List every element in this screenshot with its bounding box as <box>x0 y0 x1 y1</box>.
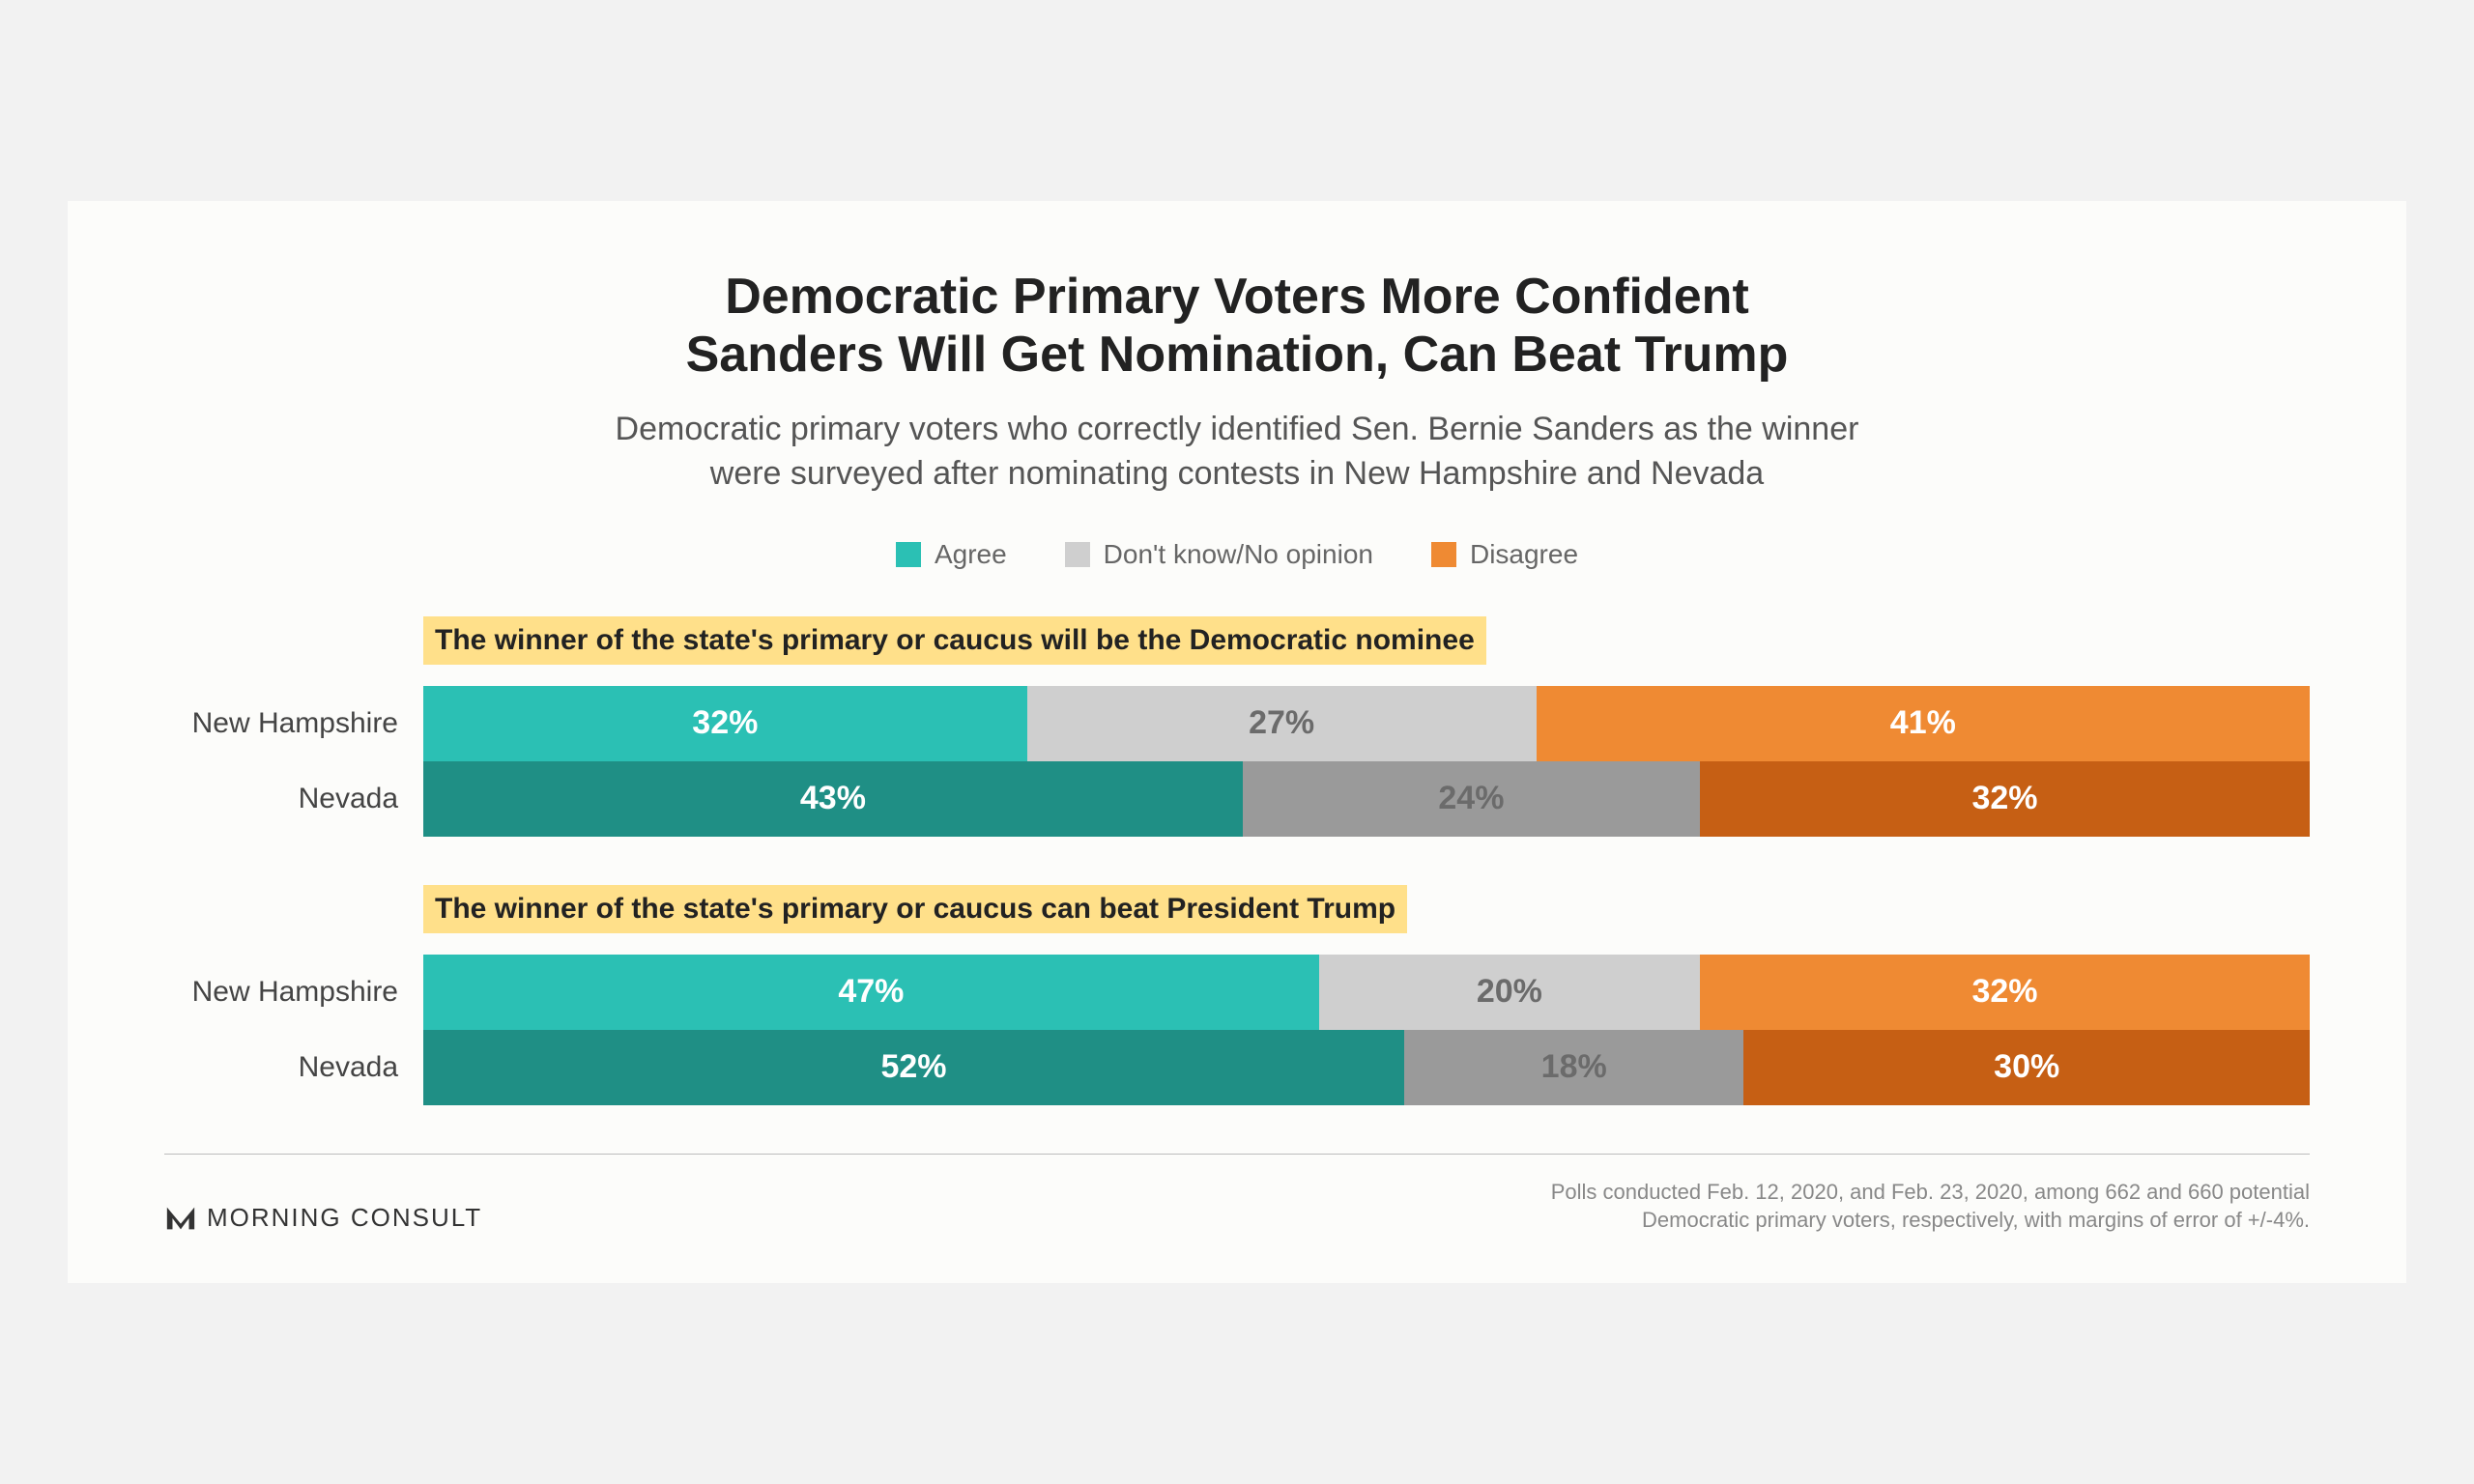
group-label: The winner of the state's primary or cau… <box>423 616 1486 665</box>
stacked-bar: 47%20%32% <box>423 955 2310 1030</box>
swatch-disagree <box>1431 542 1456 567</box>
legend-label-agree: Agree <box>935 539 1007 570</box>
seg-agree: 32% <box>423 686 1027 761</box>
row-label: Nevada <box>164 1051 423 1084</box>
brand-logo-icon <box>164 1202 197 1235</box>
brand-text: MORNING CONSULT <box>207 1203 482 1233</box>
bar-row: Nevada52%18%30% <box>164 1030 2310 1105</box>
seg-disagree: 41% <box>1537 686 2310 761</box>
stacked-bar: 32%27%41% <box>423 686 2310 761</box>
subtitle-line-2: were surveyed after nominating contests … <box>710 455 1764 492</box>
chart-groups: The winner of the state's primary or cau… <box>164 616 2310 1105</box>
swatch-agree <box>896 542 921 567</box>
seg-disagree: 30% <box>1743 1030 2310 1105</box>
bar-row: New Hampshire32%27%41% <box>164 686 2310 761</box>
seg-dk: 27% <box>1027 686 1537 761</box>
subtitle-line-1: Democratic primary voters who correctly … <box>616 411 1859 447</box>
group-label: The winner of the state's primary or cau… <box>423 885 1407 933</box>
footer-rule <box>164 1154 2310 1155</box>
footer: MORNING CONSULT Polls conducted Feb. 12,… <box>164 1178 2310 1235</box>
title-line-1: Democratic Primary Voters More Confident <box>725 269 1749 325</box>
legend-label-dk: Don't know/No opinion <box>1104 539 1373 570</box>
chart-group: The winner of the state's primary or cau… <box>164 885 2310 1105</box>
chart-group: The winner of the state's primary or cau… <box>164 616 2310 837</box>
chart-subtitle: Democratic primary voters who correctly … <box>164 408 2310 497</box>
seg-agree: 43% <box>423 761 1243 837</box>
seg-agree: 52% <box>423 1030 1404 1105</box>
bar-row: Nevada43%24%32% <box>164 761 2310 837</box>
brand: MORNING CONSULT <box>164 1202 482 1235</box>
legend-label-disagree: Disagree <box>1470 539 1578 570</box>
seg-agree: 47% <box>423 955 1319 1030</box>
title-line-2: Sanders Will Get Nomination, Can Beat Tr… <box>686 327 1789 383</box>
seg-dk: 24% <box>1243 761 1700 837</box>
row-label: New Hampshire <box>164 976 423 1009</box>
footnote: Polls conducted Feb. 12, 2020, and Feb. … <box>1551 1178 2310 1235</box>
legend: Agree Don't know/No opinion Disagree <box>164 539 2310 570</box>
footnote-line-2: Democratic primary voters, respectively,… <box>1642 1208 2310 1232</box>
seg-dk: 18% <box>1404 1030 1743 1105</box>
chart-card: Democratic Primary Voters More Confident… <box>68 201 2406 1283</box>
seg-disagree: 32% <box>1700 955 2310 1030</box>
row-label: New Hampshire <box>164 707 423 740</box>
row-label: Nevada <box>164 783 423 815</box>
chart-title: Democratic Primary Voters More Confident… <box>164 269 2310 385</box>
swatch-dk <box>1065 542 1090 567</box>
legend-item-dk: Don't know/No opinion <box>1065 539 1373 570</box>
bar-row: New Hampshire47%20%32% <box>164 955 2310 1030</box>
legend-item-agree: Agree <box>896 539 1007 570</box>
seg-dk: 20% <box>1319 955 1700 1030</box>
stacked-bar: 52%18%30% <box>423 1030 2310 1105</box>
footnote-line-1: Polls conducted Feb. 12, 2020, and Feb. … <box>1551 1180 2310 1204</box>
seg-disagree: 32% <box>1700 761 2310 837</box>
legend-item-disagree: Disagree <box>1431 539 1578 570</box>
stacked-bar: 43%24%32% <box>423 761 2310 837</box>
